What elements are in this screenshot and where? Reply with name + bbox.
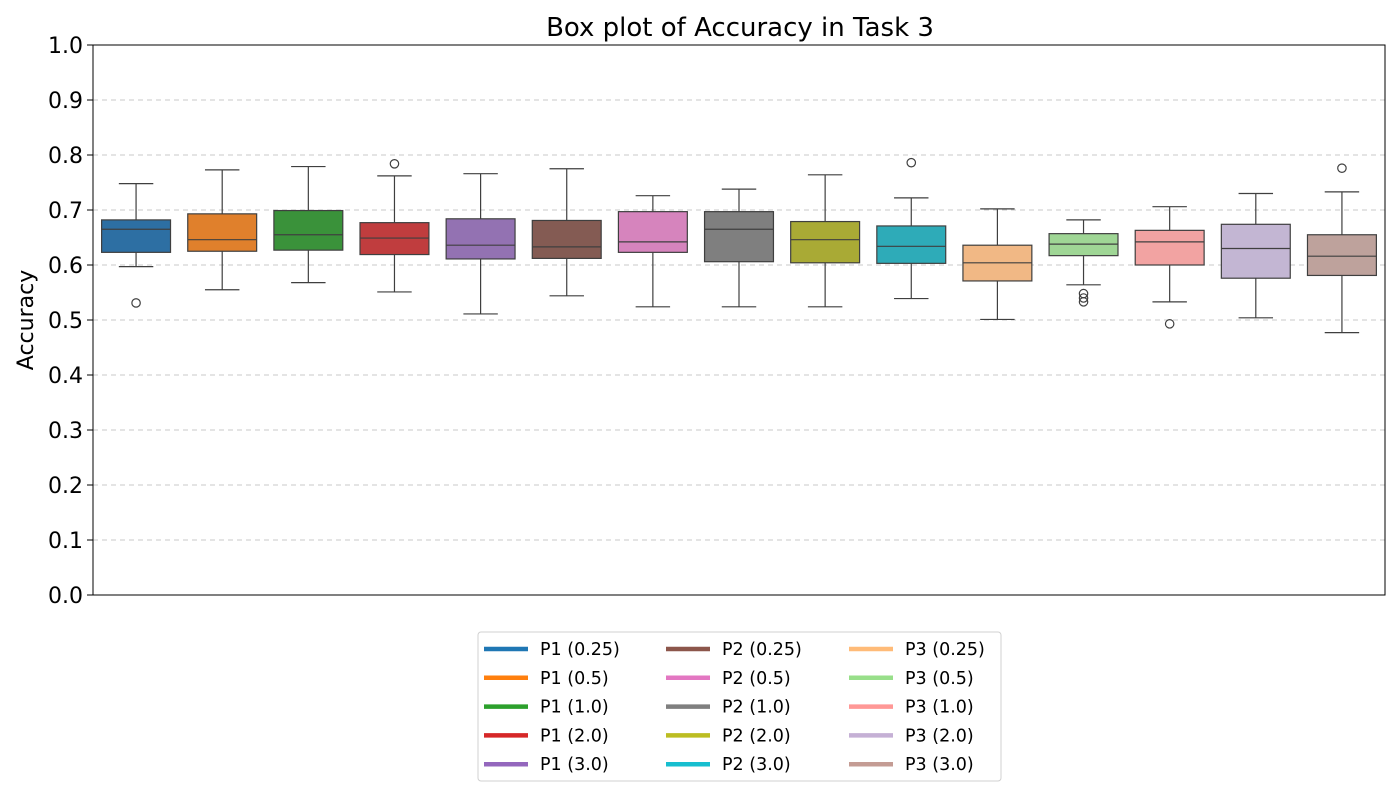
- box-iqr: [531, 219, 602, 259]
- y-tick-label: 0.0: [48, 584, 83, 609]
- y-tick-label: 1.0: [48, 34, 83, 59]
- y-tick-label: 0.4: [48, 364, 83, 389]
- box-group: [531, 168, 602, 297]
- legend-item: P3 (2.0): [849, 726, 974, 746]
- box-group: [703, 188, 775, 308]
- legend-item: P3 (1.0): [849, 698, 974, 718]
- outlier-point: [131, 298, 141, 308]
- box-group: [876, 157, 947, 300]
- box-group: [1134, 206, 1205, 329]
- legend-label: P3 (0.5): [905, 669, 974, 689]
- legend-label: P1 (3.0): [540, 755, 609, 775]
- box-group: [1306, 163, 1377, 334]
- box-group: [187, 169, 258, 291]
- outlier-point: [389, 159, 400, 169]
- legend-label: P3 (3.0): [905, 755, 974, 775]
- legend-item: P1 (0.5): [484, 669, 609, 689]
- chart-title: Box plot of Accuracy in Task 3: [546, 13, 934, 43]
- legend-label: P2 (1.0): [722, 698, 791, 718]
- legend-label: P1 (0.5): [540, 669, 609, 689]
- outlier-point: [1078, 293, 1089, 303]
- outlier-point: [906, 157, 917, 168]
- box-group: [101, 183, 172, 308]
- box-group: [1048, 219, 1119, 307]
- box-iqr: [1306, 234, 1377, 277]
- legend-item: P2 (2.0): [666, 726, 791, 746]
- legend-item: P1 (3.0): [484, 755, 609, 775]
- legend-label: P2 (2.0): [722, 726, 791, 746]
- legend-item: P3 (0.25): [849, 640, 985, 660]
- box-group: [273, 165, 344, 284]
- legend-label: P3 (1.0): [905, 698, 974, 718]
- box-group: [617, 195, 688, 308]
- legend-label: P2 (0.5): [722, 669, 791, 689]
- legend-label: P1 (0.25): [540, 640, 620, 660]
- box-group: [962, 208, 1033, 321]
- y-tick-label: 0.3: [48, 419, 83, 444]
- legend-frame: [477, 631, 1002, 782]
- legend-item: P1 (2.0): [484, 726, 609, 746]
- box-group: [445, 173, 516, 315]
- box-iqr: [445, 218, 516, 260]
- legend-item: P3 (0.5): [849, 669, 974, 689]
- y-tick-label: 0.9: [48, 89, 83, 114]
- box-iqr: [187, 213, 258, 252]
- box-group: [359, 159, 430, 293]
- outlier-point: [1337, 163, 1347, 173]
- legend-item: P1 (0.25): [484, 640, 620, 660]
- legend-item: P2 (3.0): [666, 755, 791, 775]
- legend-label: P3 (0.25): [905, 640, 985, 660]
- gridlines: [93, 99, 1385, 541]
- box-group: [1220, 192, 1291, 319]
- legend-label: P3 (2.0): [905, 726, 974, 746]
- box-iqr: [1134, 229, 1205, 266]
- y-tick-label: 0.6: [48, 254, 83, 279]
- y-tick-label: 0.5: [48, 309, 83, 334]
- y-tick-label: 0.8: [48, 144, 83, 169]
- legend-label: P2 (3.0): [722, 755, 791, 775]
- y-axis-ticks: 0.0 0.1 0.2 0.3 0.4 0.5 0.6 0.7 0.8 0.9 1.0: [48, 34, 93, 609]
- boxes: [101, 157, 1377, 334]
- box-iqr: [617, 211, 688, 253]
- legend-label: P1 (1.0): [540, 698, 609, 718]
- y-tick-label: 0.2: [48, 474, 83, 499]
- outlier-point: [1164, 319, 1175, 329]
- legend-label: P2 (0.25): [722, 640, 802, 660]
- box-group: [790, 174, 861, 308]
- box-iqr: [703, 211, 775, 263]
- legend-item: P1 (1.0): [484, 698, 609, 718]
- legend-item: P2 (1.0): [666, 698, 791, 718]
- y-axis-label: Accuracy: [14, 270, 39, 370]
- outlier-point: [1078, 297, 1089, 307]
- box-iqr: [790, 220, 861, 264]
- legend-item: P2 (0.5): [666, 669, 791, 689]
- box-iqr: [876, 225, 947, 264]
- box-iqr: [273, 209, 344, 251]
- box-iqr: [1220, 223, 1291, 279]
- legend-label: P1 (2.0): [540, 726, 609, 746]
- y-tick-label: 0.1: [48, 529, 83, 554]
- y-tick-label: 0.7: [48, 199, 83, 224]
- legend: P1 (0.25) P1 (0.5) P1 (1.0) P1 (2.0) P1 (3.0…: [477, 631, 1002, 782]
- box-iqr: [101, 219, 172, 253]
- legend-item: P3 (3.0): [849, 755, 974, 775]
- legend-item: P2 (0.25): [666, 640, 802, 660]
